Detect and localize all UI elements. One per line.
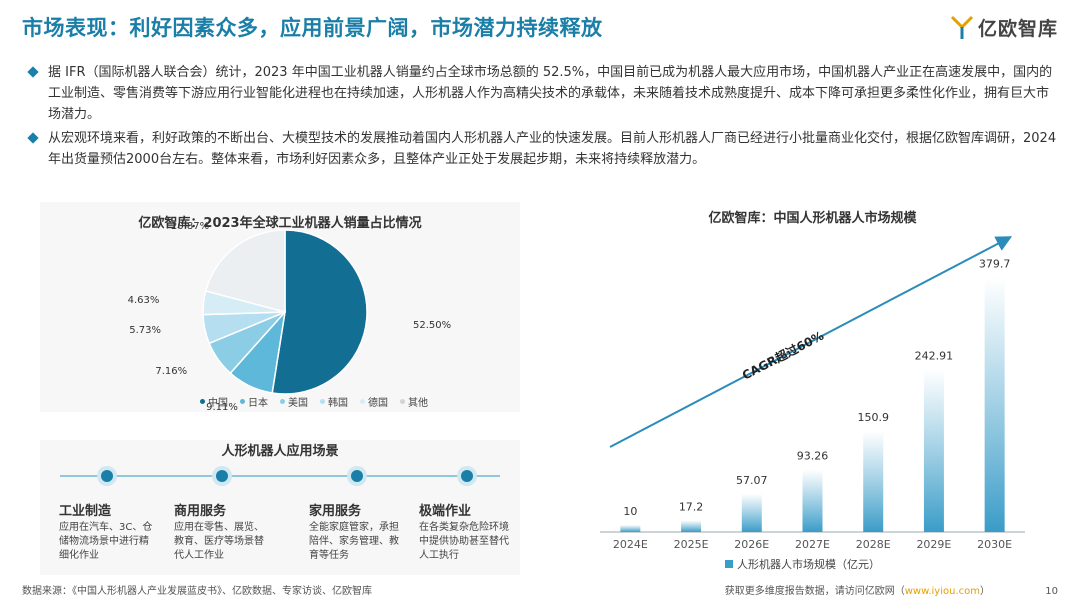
pie-data-label: 20.87% <box>171 220 210 232</box>
pie-data-label: 52.50% <box>413 320 452 331</box>
legend-dot-icon <box>320 399 325 404</box>
bar-value-label: 57.07 <box>736 474 768 487</box>
bar-value-label: 150.9 <box>857 411 889 424</box>
scenario-desc: 应用在零售、展览、教育、医疗等场景替代人工作业 <box>174 522 264 561</box>
logo: 亿欧智库 <box>950 14 1058 41</box>
bar-value-label: 379.7 <box>979 258 1011 271</box>
pie-data-label: 5.73% <box>129 324 161 336</box>
timeline-line <box>60 475 500 477</box>
x-tick-label: 2030E <box>977 538 1012 551</box>
page-number: 10 <box>1045 586 1058 597</box>
legend-label: 日本 <box>248 398 268 409</box>
source-note: 数据来源：《中国人形机器人产业发展蓝皮书》、亿欧数据、专家访谈、亿欧智库 <box>22 586 372 597</box>
x-tick-label: 2027E <box>795 538 830 551</box>
legend-dot-icon <box>360 399 365 404</box>
legend-item: 韩国 <box>320 394 348 409</box>
scenario-name: 家用服务 <box>309 504 362 519</box>
scenario-desc: 全能家庭管家，承担陪伴、家务管理、教育等任务 <box>309 522 399 561</box>
pie-slice-其他 <box>204 229 286 313</box>
pie-data-label: 7.16% <box>155 365 188 377</box>
scenario-desc: 应用在汽车、3C、仓储物流场景中进行精细化作业 <box>59 522 153 561</box>
pie-chart-title: 亿欧智库：2023年全球工业机器人销量占比情况 <box>138 216 422 231</box>
legend-item: 美国 <box>280 394 308 409</box>
legend-dot-icon <box>400 399 405 404</box>
x-tick-label: 2028E <box>856 538 891 551</box>
scenario-name: 极端作业 <box>419 504 472 519</box>
bar-2025E <box>681 520 702 532</box>
footer-note: 获取更多维度报告数据，请访问亿欧网（www.iyiou.com） <box>725 582 990 597</box>
logo-mark-icon <box>950 15 974 39</box>
pie-legend: 中国 日本 美国 韩国 德国 其他 <box>200 394 428 409</box>
legend-label: 美国 <box>288 398 308 409</box>
bullet-text: 从宏观环境来看，利好政策的不断出台、大模型技术的发展推动着国内人形机器人产业的快… <box>48 131 1057 167</box>
pie-data-label: 9.11% <box>206 402 238 414</box>
diamond-bullet-icon <box>27 66 39 78</box>
pie-chart-panel: 亿欧智库：2023年全球工业机器人销量占比情况 52.50% 9.11% 7.16%… <box>40 202 520 414</box>
scenario-name: 商用服务 <box>174 504 227 519</box>
x-tick-label: 2026E <box>734 538 769 551</box>
pie-slice-中国 <box>271 229 368 395</box>
bar-legend-swatch <box>725 560 733 568</box>
x-tick-label: 2025E <box>674 538 709 551</box>
bullet-text: 据 IFR（国际机器人联合会）统计，2023 年中国工业机器人销量约占全球市场总… <box>48 65 1053 122</box>
bar-legend-label: 人形机器人市场规模（亿元） <box>737 557 880 571</box>
legend-item: 日本 <box>240 394 268 409</box>
bar-value-label: 10 <box>623 505 637 518</box>
timeline-node-icon <box>347 466 367 486</box>
x-tick-label: 2029E <box>916 538 951 551</box>
pie-chart <box>202 229 368 395</box>
bullet-list: 据 IFR（国际机器人联合会）统计，2023 年中国工业机器人销量约占全球市场总… <box>27 62 1058 173</box>
legend-label: 韩国 <box>328 398 348 409</box>
bar-2029E <box>923 369 944 532</box>
legend-dot-icon <box>240 399 245 404</box>
x-tick-label: 2024E <box>613 538 648 551</box>
bar-chart-panel: 亿欧智库：中国人形机器人市场规模 CAGR超过60% 10 2024E 17.2 202… <box>585 202 1040 577</box>
scenario-title: 人形机器人应用场景 <box>221 444 339 459</box>
scenario-desc: 在各类复杂危险环境中提供协助甚至替代人工执行 <box>419 522 509 561</box>
footer-link[interactable]: www.iyiou.com <box>904 586 980 597</box>
legend-label: 中国 <box>208 398 228 409</box>
timeline-node-icon <box>457 466 477 486</box>
footer-note-text: 获取更多维度报告数据，请访问亿欧网（ <box>724 586 905 597</box>
pie-data-label: 4.63% <box>127 294 160 306</box>
bullet-item: 从宏观环境来看，利好政策的不断出台、大模型技术的发展推动着国内人形机器人产业的快… <box>27 128 1058 170</box>
legend-item: 其他 <box>400 394 428 409</box>
bar-chart: CAGR超过60% 10 2024E 17.2 2025E 57.07 2026E 93.26… <box>600 236 1025 571</box>
bar-value-label: 242.91 <box>915 349 954 362</box>
scenario-name: 工业制造 <box>59 504 112 519</box>
legend-label: 其他 <box>408 398 428 409</box>
logo-text: 亿欧智库 <box>977 18 1058 40</box>
page-title: 市场表现：利好因素众多，应用前景广阔，市场潜力持续释放 <box>22 16 603 40</box>
legend-label: 德国 <box>368 398 388 409</box>
bar-2024E <box>620 525 641 532</box>
legend-item: 中国 <box>200 394 228 409</box>
legend-item: 德国 <box>360 394 388 409</box>
cagr-annotation: CAGR超过60% <box>739 328 826 383</box>
bar-2028E <box>863 430 884 532</box>
bar-value-label: 17.2 <box>679 500 704 513</box>
legend-dot-icon <box>280 399 285 404</box>
scenario-panel: 人形机器人应用场景 工业制造 应用在汽车、3C、仓储物流场景中进行精细化作业 商… <box>40 440 520 575</box>
diamond-bullet-icon <box>27 132 39 144</box>
bar-2030E <box>984 277 1005 532</box>
legend-dot-icon <box>200 399 205 404</box>
bar-value-label: 93.26 <box>797 450 829 463</box>
timeline-node-icon <box>212 466 232 486</box>
bullet-item: 据 IFR（国际机器人联合会）统计，2023 年中国工业机器人销量约占全球市场总… <box>27 62 1058 125</box>
timeline-node-icon <box>97 466 117 486</box>
bar-2026E <box>741 493 762 532</box>
bar-2027E <box>802 469 823 532</box>
cagr-arrow <box>609 236 1013 448</box>
footer-note-end: ） <box>980 586 990 597</box>
bar-chart-title: 亿欧智库：中国人形机器人市场规模 <box>708 211 917 226</box>
